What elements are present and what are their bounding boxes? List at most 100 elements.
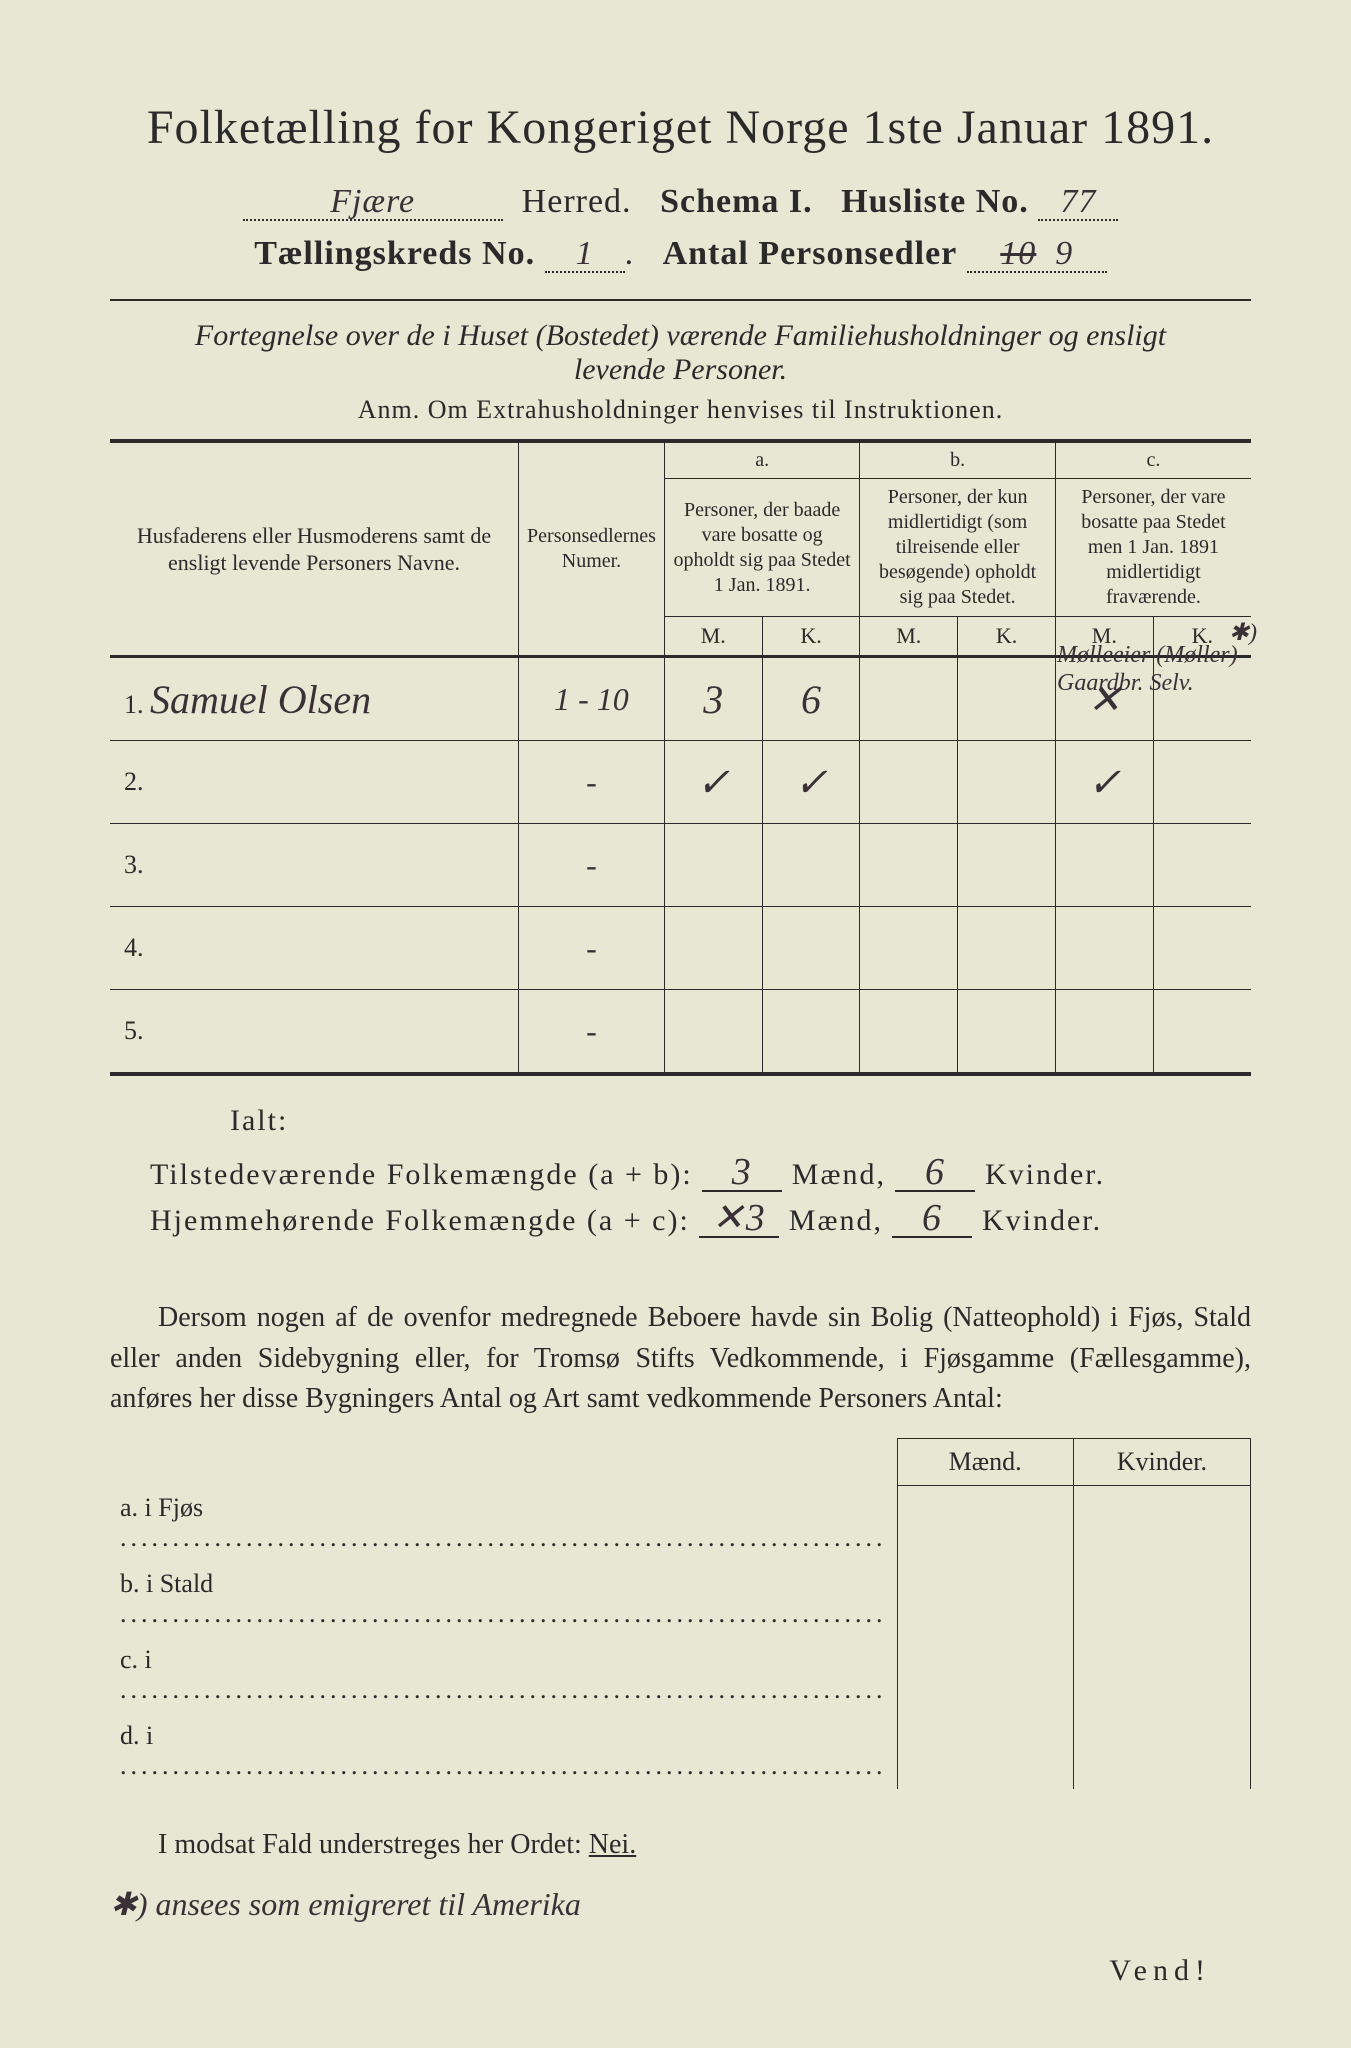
divider [110,299,1251,301]
table-row: 4.- [110,907,1251,990]
b-m [860,657,958,741]
byg-label: c. i [110,1637,897,1713]
bygning-row: b. i Stald [110,1561,1251,1637]
byg-label: a. i Fjøs [110,1485,897,1561]
ac-k-slot: 6 [892,1202,972,1238]
pers-num: - [519,741,665,824]
table-body: 1. Samuel Olsen1 - 1036✕2.-✓✓✓3.-4.-5.- [110,657,1251,1073]
margin-note-1: Mølleeier (Møller) [1057,642,1257,668]
subtitle: Fortegnelse over de i Huset (Bostedet) v… [110,319,1251,387]
table-row: 2.-✓✓✓ [110,741,1251,824]
a-k [762,824,860,907]
main-table-wrap: ✱) Mølleeier (Møller) Gaardbr. Selv. Hus… [110,439,1251,1076]
c-k [1153,907,1251,990]
th-c-label: c. [1055,443,1251,479]
antal-value: 10 9 [967,235,1107,273]
th-a-text: Personer, der baade vare bosatte og opho… [664,479,859,617]
row-num: 1. Samuel Olsen [110,657,519,741]
ac-m-slot: ✕3 [699,1202,779,1238]
th-b-label: b. [860,443,1056,479]
herred-value: Fjære [243,183,503,221]
row-num: 3. [110,824,519,907]
a-k [762,990,860,1073]
ialt-label: Ialt: [230,1104,1251,1138]
th-num: Personsedlernes Numer. [519,443,665,657]
byg-k [1073,1713,1250,1789]
ab-m-slot: 3 [702,1156,782,1192]
bygning-row: d. i [110,1713,1251,1789]
b-k [958,990,1056,1073]
th-a-k: K. [762,617,860,657]
th-b-k: K. [958,617,1056,657]
bygning-table: Mænd. Kvinder. a. i Fjøs b. i Stald c. i… [110,1438,1251,1790]
c-k [1153,990,1251,1073]
b-m [860,824,958,907]
herred-label: Herred. [522,183,632,220]
nei-line: I modsat Fald understreges her Ordet: Ne… [110,1829,1251,1861]
byg-m [897,1561,1073,1637]
byg-kvinder-h: Kvinder. [1073,1438,1250,1485]
pers-num: - [519,990,665,1073]
husliste-label: Husliste No. [841,183,1029,220]
totals-ab: Tilstedeværende Folkemængde (a + b): 3 M… [150,1156,1251,1192]
c-m [1055,990,1153,1073]
byg-k [1073,1485,1250,1561]
b-m [860,907,958,990]
header-line-2: Tællingskreds No. 1 . Antal Personsedler… [110,235,1251,273]
antal-field: 10 9 [967,241,1107,273]
a-m: 3 [664,657,762,741]
th-a-m: M. [664,617,762,657]
anm-note: Anm. Om Extrahusholdninger henvises til … [110,395,1251,425]
b-m [860,990,958,1073]
vend-label: Vend! [1109,1954,1211,1988]
a-m: ✓ [664,741,762,824]
byg-k [1073,1637,1250,1713]
th-b-text: Personer, der kun midlertidigt (som tilr… [860,479,1056,617]
margin-note-2: Gaardbr. Selv. [1057,670,1257,696]
th-c-text: Personer, der vare bosatte paa Stedet me… [1055,479,1251,617]
th-a-label: a. [664,443,859,479]
th-b-m: M. [860,617,958,657]
row-num: 2. [110,741,519,824]
bygning-body: a. i Fjøs b. i Stald c. i d. i [110,1485,1251,1789]
pers-num: - [519,824,665,907]
byg-maend-h: Mænd. [897,1438,1073,1485]
b-k [958,824,1056,907]
kreds-field: 1 [545,241,625,273]
byg-label: d. i [110,1713,897,1789]
c-m: ✓ [1055,741,1153,824]
husliste-value: 77 [1038,183,1118,221]
byg-label: b. i Stald [110,1561,897,1637]
a-m [664,824,762,907]
pers-num: - [519,907,665,990]
a-m [664,907,762,990]
totals-block: Ialt: Tilstedeværende Folkemængde (a + b… [110,1104,1251,1238]
b-m [860,741,958,824]
byg-m [897,1485,1073,1561]
bygning-row: c. i [110,1637,1251,1713]
c-m [1055,907,1153,990]
byg-m [897,1637,1073,1713]
byg-k [1073,1561,1250,1637]
pers-num: 1 - 10 [519,657,665,741]
bygning-paragraph: Dersom nogen af de ovenfor medregnede Be… [110,1298,1251,1420]
row-num: 4. [110,907,519,990]
kreds-value: 1 [545,235,625,273]
table-row: 3.- [110,824,1251,907]
th-names: Husfaderens eller Husmoderens samt de en… [110,443,519,657]
census-form-page: Folketælling for Kongeriget Norge 1ste J… [0,0,1351,2048]
header-line-1: Fjære Herred. Schema I. Husliste No. 77 [110,183,1251,221]
a-k: 6 [762,657,860,741]
kreds-label: Tællingskreds No. [254,235,535,272]
footnote: ✱) ansees som emigreret til Amerika [110,1885,1251,1923]
c-k [1153,741,1251,824]
a-m [664,990,762,1073]
table-row: 5.- [110,990,1251,1073]
a-k [762,907,860,990]
household-table: Husfaderens eller Husmoderens samt de en… [110,442,1251,1073]
c-k [1153,824,1251,907]
ab-k-slot: 6 [895,1156,975,1192]
byg-m [897,1713,1073,1789]
b-k [958,907,1056,990]
b-k [958,741,1056,824]
